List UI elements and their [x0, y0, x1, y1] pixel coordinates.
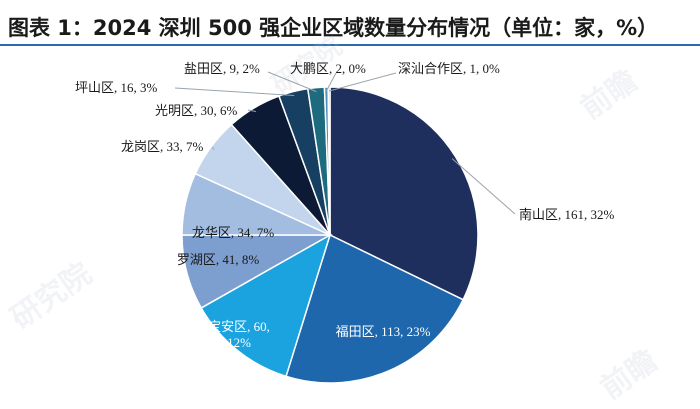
slice-label: 宝安区, 60, 12% — [208, 319, 270, 350]
chart-title: 图表 1：2024 深圳 500 强企业区域数量分布情况（单位：家，%） — [8, 16, 659, 40]
leader-line — [451, 158, 516, 215]
slice-label: 南山区, 161, 32% — [519, 207, 615, 222]
pie-slice-3 — [200, 233, 332, 378]
pie-slice-2 — [285, 233, 465, 384]
leader-line — [174, 87, 295, 96]
leader-line — [267, 71, 317, 93]
watermark-text: 研究院 — [5, 256, 99, 336]
slice-label: 龙华区, 34, 7% — [192, 225, 275, 240]
leader-line — [328, 72, 397, 92]
slice-label: 龙岗区, 33, 7% — [121, 139, 204, 154]
slice-label: 深汕合作区, 1, 0% — [398, 61, 500, 76]
slice-label: 福田区, 113, 23% — [336, 324, 431, 339]
leader-line — [247, 109, 256, 112]
slice-label: 光明区, 30, 6% — [155, 103, 238, 118]
slice-label: 大鹏区, 2, 0% — [290, 61, 366, 76]
leader-line — [325, 72, 337, 92]
watermark-text: 前瞻 — [575, 63, 644, 126]
slice-label: 坪山区, 16, 3% — [75, 80, 158, 95]
pie-slice-1 — [329, 86, 479, 301]
slice-label: 盐田区, 9, 2% — [184, 61, 260, 76]
slice-label: 罗湖区, 41, 8% — [177, 252, 260, 267]
title-divider — [0, 44, 700, 46]
leader-line — [211, 146, 215, 150]
watermark-text: 前瞻 — [595, 343, 664, 406]
